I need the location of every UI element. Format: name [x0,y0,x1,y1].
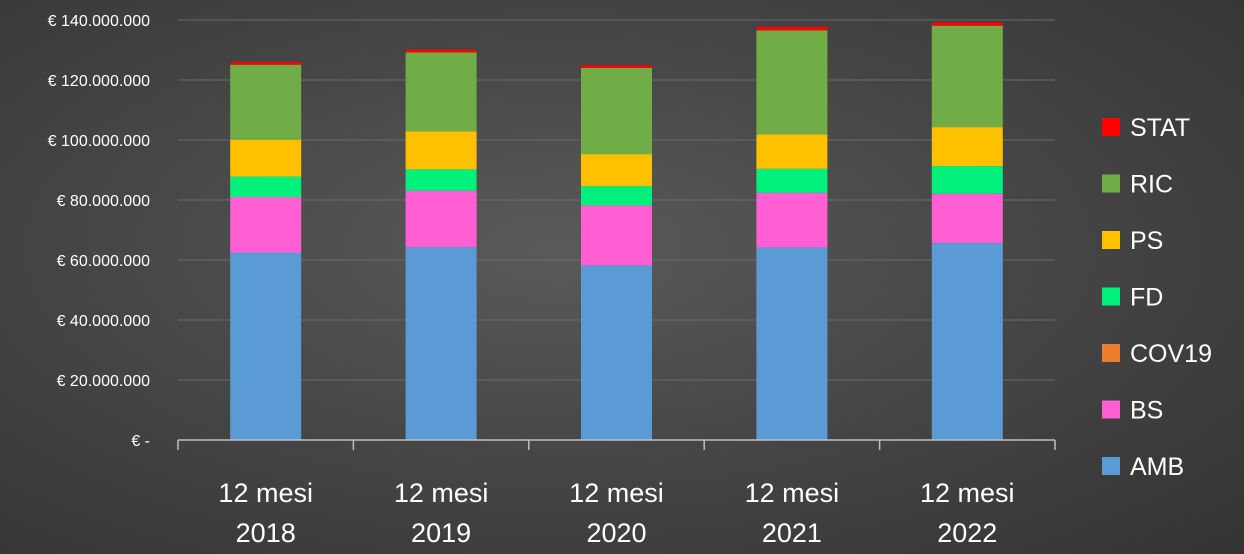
legend-label-fd: FD [1130,284,1163,312]
bar-segment-fd [230,176,302,197]
bar-segment-ric [931,25,1003,128]
bar-segment-amb [756,247,828,440]
legend-swatch-bs [1102,400,1120,419]
bar-segment-stat [931,22,1003,26]
bar-segment-bs [931,193,1003,243]
legend-label-stat: STAT [1130,114,1190,142]
bar-segment-fd [581,186,652,206]
legend-label-amb: AMB [1130,453,1184,481]
bar-segment-ps [931,127,1003,167]
bar-segment-amb [230,252,302,440]
legend-swatch-ps [1102,231,1120,249]
y-tick-label: € - [131,433,150,450]
legend-label-bs: BS [1130,397,1163,425]
y-tick-label: € 100.000.000 [48,133,150,150]
bar-segment-amb [405,247,477,440]
x-category-label: 12 mesi [218,478,313,508]
x-category-label: 2020 [586,518,646,548]
bar-segment-ps [405,131,477,170]
bars [230,22,1003,440]
x-category-label: 2018 [236,518,296,548]
bar-segment-amb [581,265,652,440]
legend: STAT RIC PS FD COV19 BS AMB [1102,114,1212,481]
legend-label-ric: RIC [1130,171,1173,199]
bar-segment-amb [931,242,1003,440]
y-tick-label: € 140.000.000 [48,13,150,30]
bar-segment-ric [230,64,302,140]
legend-label-ps: PS [1130,227,1163,255]
x-category-label: 12 mesi [569,478,664,508]
x-category-label: 12 mesi [394,478,489,508]
bar-segment-stat [756,26,828,31]
bar-segment-stat [581,65,652,68]
legend-swatch-ric [1102,174,1120,193]
bar-segment-bs [405,190,477,248]
legend-swatch-fd [1102,287,1120,306]
x-axis: 12 mesi 2018 12 mesi 2019 12 mesi 2020 12 mesi… [177,439,1056,548]
bar-segment-ps [230,139,302,177]
y-tick-label: € 120.000.000 [48,73,150,90]
bar-segment-fd [756,168,828,193]
bar-segment-fd [931,166,1003,194]
legend-label-cov19: COV19 [1130,340,1212,368]
bar-segment-ric [405,52,477,132]
y-tick-label: € 40.000.000 [57,313,151,330]
bar-segment-stat [405,49,477,53]
x-category-label: 12 mesi [920,478,1015,508]
bar-segment-bs [230,197,302,253]
legend-swatch-amb [1102,457,1120,475]
legend-swatch-cov19 [1102,344,1120,362]
x-category-label: 2021 [762,518,822,548]
bar-segment-bs [756,192,828,248]
x-category-label: 12 mesi [745,478,840,508]
legend-swatch-stat [1102,118,1120,136]
bar-segment-stat [230,62,302,65]
x-category-label: 2019 [411,518,471,548]
y-axis: € - € 20.000.000 € 40.000.000 € 60.000.000 €… [48,13,150,450]
y-tick-label: € 20.000.000 [57,373,151,390]
bar-segment-ric [581,68,652,155]
bar-segment-ps [581,154,652,187]
bar-segment-ric [756,30,828,135]
x-category-label: 2022 [937,518,997,548]
bar-segment-fd [405,169,477,191]
y-tick-label: € 60.000.000 [57,253,151,270]
bar-segment-ps [756,134,828,169]
y-tick-label: € 80.000.000 [57,193,151,210]
bar-segment-bs [581,205,652,266]
